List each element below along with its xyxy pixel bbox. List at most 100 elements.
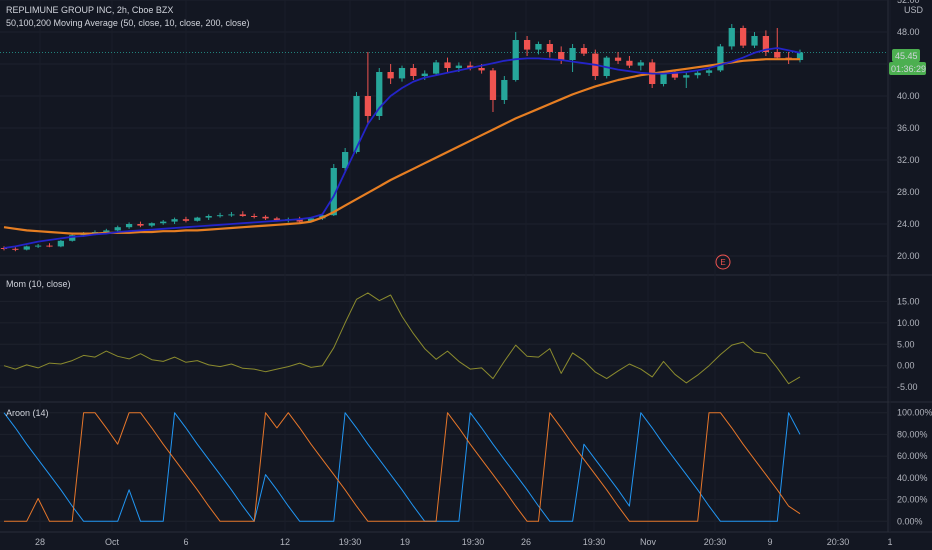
candle-body (296, 219, 303, 222)
candle (171, 217, 178, 224)
candle (501, 76, 508, 104)
candle-body (683, 75, 690, 78)
candle-body (307, 218, 315, 222)
candle-body (751, 36, 758, 46)
candle-body (467, 65, 474, 68)
candle-body (228, 214, 235, 216)
time-tick-label: 9 (767, 537, 772, 547)
candle (774, 28, 781, 60)
price-tick-label: 32.00 (897, 155, 920, 165)
aroon-down-line (3, 412, 801, 522)
candle-body (626, 60, 633, 66)
last-price-badge: 45.45 01:36:29 (889, 49, 926, 75)
price-tick-label: 52.00 (897, 0, 920, 5)
candle-body (432, 62, 440, 74)
candle-body (398, 68, 406, 79)
candle-body (364, 96, 372, 116)
candle-body (614, 57, 622, 61)
candle-body (23, 246, 30, 250)
candle-body (444, 62, 451, 68)
candle-body (12, 248, 19, 250)
candle-body (0, 248, 8, 249)
candle-body (774, 52, 781, 58)
candle (205, 214, 212, 220)
candle (160, 220, 167, 225)
candle-body (114, 227, 121, 231)
candle (637, 60, 644, 71)
grid (0, 0, 932, 533)
momentum-tick-label: 5.00 (897, 339, 915, 349)
currency-label: USD (904, 5, 924, 15)
candle (569, 44, 576, 72)
candle-body (205, 216, 212, 218)
aroon-up-line (4, 412, 801, 522)
candle (376, 68, 383, 120)
candle (410, 64, 417, 80)
candle-body (216, 215, 224, 217)
candle (614, 52, 622, 64)
candle-body (489, 70, 497, 100)
time-tick-label: 19:30 (583, 537, 606, 547)
price-tick-label: 48.00 (897, 27, 920, 37)
candle-body (137, 224, 144, 226)
time-tick-label: 26 (521, 537, 531, 547)
candle-body (342, 152, 349, 168)
candle (444, 57, 451, 72)
candle (683, 72, 690, 88)
candle (580, 44, 588, 56)
candle-body (796, 52, 804, 60)
candle (137, 221, 144, 228)
earnings-marker[interactable]: E (715, 254, 731, 270)
time-tick-label: 20:30 (827, 537, 850, 547)
candle (535, 41, 542, 55)
candle (705, 68, 713, 76)
candle-body (694, 72, 701, 76)
candle (251, 213, 258, 219)
candle (523, 36, 531, 56)
candle (57, 240, 64, 248)
candle-body (330, 168, 337, 216)
candle-body (637, 62, 644, 66)
aroon-tick-label: 80.00% (897, 429, 928, 439)
time-tick-label: 28 (35, 537, 45, 547)
candle (228, 212, 235, 217)
time-tick-label: 12 (280, 537, 290, 547)
last-price-value: 45.45 (895, 51, 918, 61)
candle (364, 52, 372, 124)
candle-body (239, 214, 246, 216)
mom-legend: Mom (10, close) (6, 279, 71, 289)
momentum-tick-label: 15.00 (897, 296, 920, 306)
candle-body (410, 68, 417, 76)
time-tick-label: Oct (105, 537, 120, 547)
candle-body (353, 96, 360, 152)
candle-body (148, 223, 155, 226)
candle-body (171, 219, 178, 222)
candle-body (69, 235, 76, 241)
candle-body (421, 73, 428, 76)
momentum-pane[interactable] (3, 292, 801, 385)
candle (330, 164, 337, 216)
candle-body (57, 240, 64, 247)
candle-body (546, 44, 553, 52)
candle-body (580, 48, 588, 54)
candle (489, 68, 497, 112)
candle-body (728, 28, 735, 47)
candle (694, 70, 701, 79)
candle-body (194, 217, 201, 221)
candle (125, 222, 133, 229)
aroon-pane[interactable] (3, 412, 801, 522)
candle (762, 30, 770, 56)
aroon-legend: Aroon (14) (6, 408, 49, 418)
momentum-tick-label: 10.00 (897, 318, 920, 328)
candle-body (717, 46, 724, 71)
momentum-tick-label: -5.00 (897, 382, 918, 392)
time-tick-label: 1 (887, 537, 892, 547)
candle (182, 216, 190, 223)
candle (34, 244, 42, 248)
candle (353, 92, 360, 154)
candle-body (478, 68, 485, 71)
candle-body (501, 80, 508, 100)
ma-200-line (3, 58, 800, 235)
price-pane[interactable] (0, 24, 804, 252)
aroon-tick-label: 20.00% (897, 495, 928, 505)
